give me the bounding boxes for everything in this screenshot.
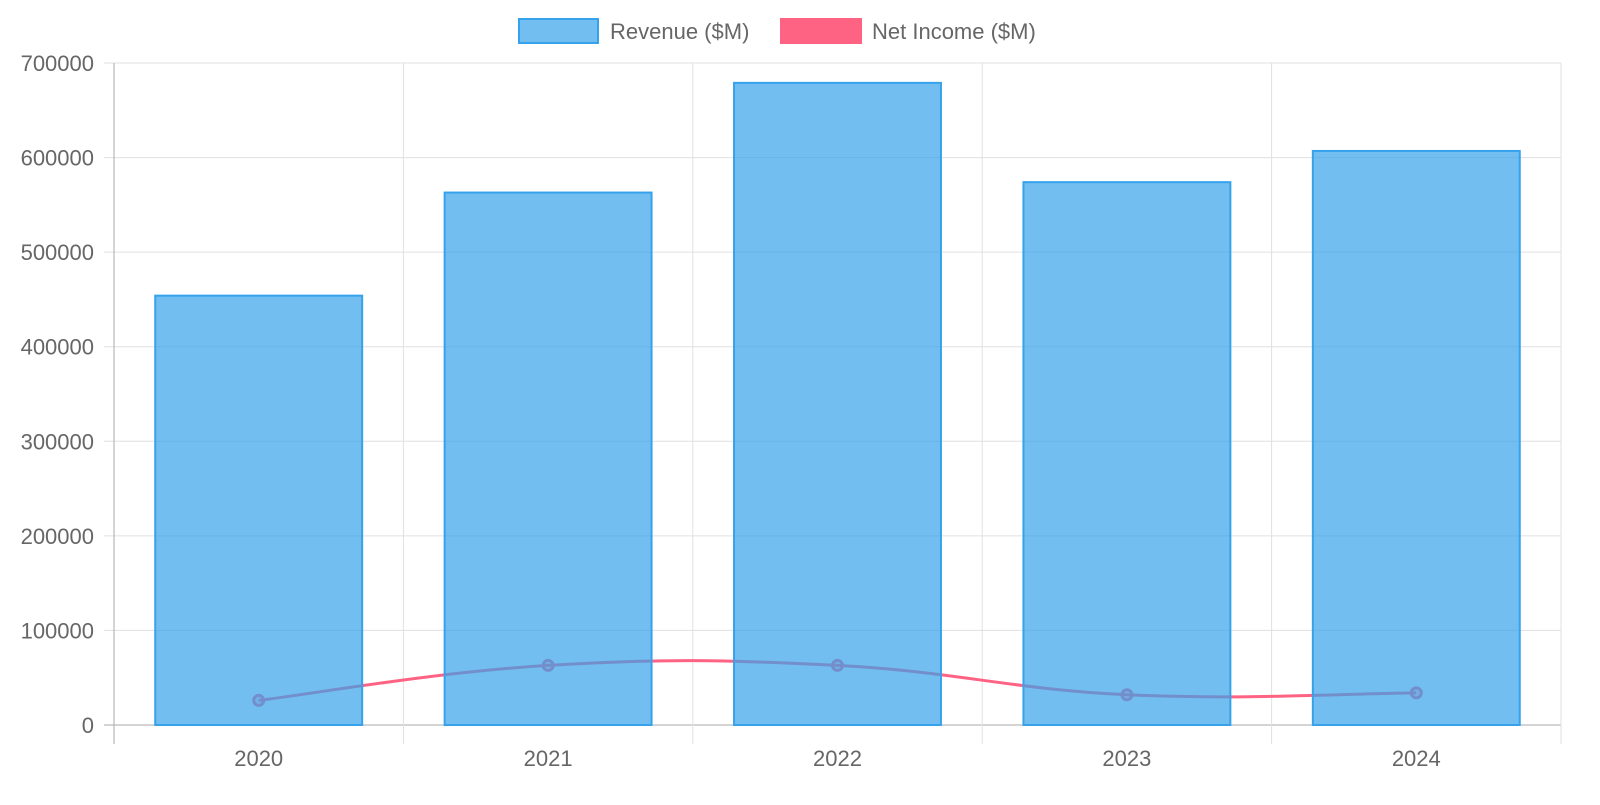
y-tick-label: 500000 [21,240,94,265]
legend-swatch-net-income [780,18,862,44]
x-tick-label: 2020 [234,746,283,771]
bar-series [154,81,1521,727]
revenue-bar [443,191,653,726]
y-tick-label: 200000 [21,524,94,549]
x-tick-label: 2023 [1102,746,1151,771]
legend-label-revenue: Revenue ($M) [610,19,749,44]
revenue-bar [1311,149,1521,727]
y-tick-label: 700000 [21,51,94,76]
y-tick-label: 400000 [21,335,94,360]
legend-swatch-revenue [518,18,599,44]
legend-label-net-income: Net Income ($M) [872,19,1036,44]
revenue-bar [733,81,942,727]
x-tick-label: 2021 [524,746,573,771]
axes: 0 100000 200000 300000 400000 500000 600000 700… [21,51,1441,771]
y-tick-label: 100000 [21,618,94,643]
legend: Revenue ($M) Net Income ($M) [518,18,1036,44]
revenue-bar [1022,181,1232,727]
x-tick-label: 2022 [813,746,862,771]
x-tick-label: 2024 [1392,746,1441,771]
y-tick-label: 600000 [21,146,94,171]
revenue-bar [154,294,364,726]
y-tick-label: 0 [82,713,94,738]
y-tick-label: 300000 [21,429,94,454]
